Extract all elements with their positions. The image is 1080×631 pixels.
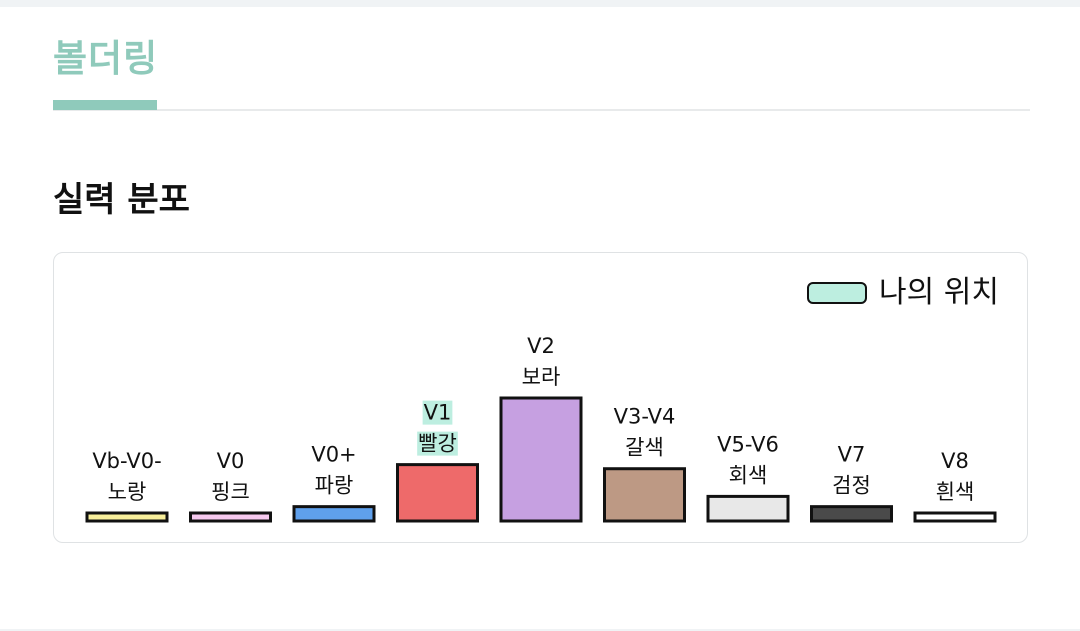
bottom-divider [0,629,1080,631]
chart-legend: 나의 위치 [807,276,999,310]
legend-swatch-my-position [807,282,867,304]
bar-8[interactable] [913,511,997,523]
legend-label-my-position: 나의 위치 [879,275,999,310]
bar-grade-label-3: V1 [424,401,452,425]
bar-grade-label-5: V3-V4 [614,405,676,429]
bar-color-label-0: 노랑 [108,480,147,504]
tab-bouldering[interactable]: 볼더링 [53,37,159,80]
bar-grade-label-2: V0+ [311,443,356,467]
bar-color-label-3: 빨강 [418,432,457,456]
bar-0[interactable] [85,511,169,523]
tab-active-indicator [53,100,157,110]
bar-color-label-5: 갈색 [625,436,664,460]
bar-color-label-8: 흰색 [936,480,975,504]
bar-6[interactable] [706,494,790,523]
bar-grade-label-0: Vb-V0- [92,449,161,473]
bar-grade-label-7: V7 [838,443,866,467]
bar-7[interactable] [810,505,893,523]
bar-4[interactable] [499,396,583,523]
bar-color-label-7: 검정 [832,474,871,498]
top-strip [0,0,1080,7]
bar-color-label-1: 핑크 [211,480,250,504]
bar-color-label-6: 회색 [729,463,768,487]
my-position-highlight-color [417,431,458,456]
bar-2[interactable] [292,505,376,523]
tab-underline-track [53,109,1030,111]
bar-3[interactable] [396,463,479,523]
bar-1[interactable] [189,511,272,523]
bar-color-label-4: 보라 [522,365,561,389]
bar-grade-label-8: V8 [941,449,969,473]
section-title: 실력 분포 [53,180,190,220]
bar-5[interactable] [603,467,686,523]
bar-grade-label-4: V2 [527,334,555,358]
my-position-highlight-grade [422,400,453,425]
bar-grade-label-1: V0 [217,449,245,473]
bar-grade-label-6: V5-V6 [717,432,779,456]
bar-color-label-2: 파랑 [315,474,354,498]
